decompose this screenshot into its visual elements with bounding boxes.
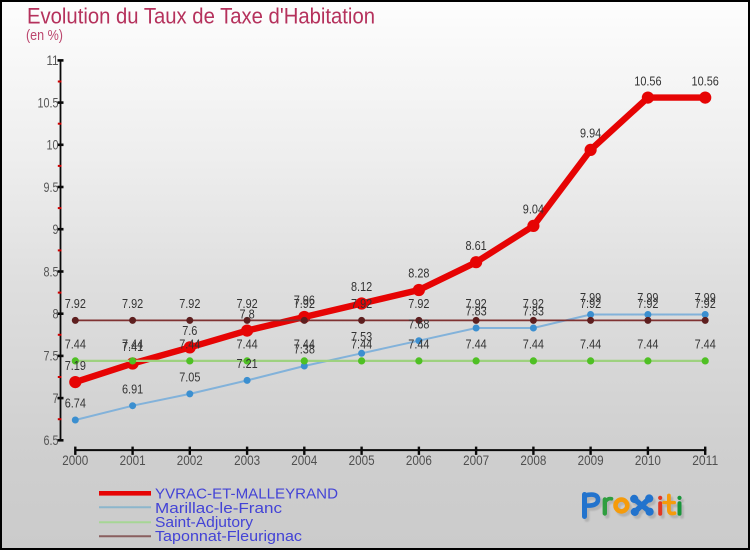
svg-text:2001: 2001 [120, 452, 146, 468]
svg-text:7.44: 7.44 [408, 337, 429, 352]
svg-text:8.12: 8.12 [351, 279, 372, 294]
svg-text:7.44: 7.44 [122, 337, 143, 352]
svg-text:2000: 2000 [62, 452, 88, 468]
svg-text:7.44: 7.44 [637, 337, 658, 352]
svg-text:7.6: 7.6 [182, 323, 197, 338]
svg-text:2005: 2005 [349, 452, 375, 468]
svg-text:9.5: 9.5 [44, 180, 59, 195]
svg-text:7.44: 7.44 [237, 337, 258, 352]
svg-text:10.56: 10.56 [634, 73, 661, 88]
svg-text:7: 7 [53, 391, 59, 406]
svg-text:7.41: 7.41 [122, 339, 143, 354]
svg-text:7.8: 7.8 [240, 306, 255, 321]
svg-text:7.44: 7.44 [695, 337, 716, 352]
svg-text:2011: 2011 [692, 452, 718, 468]
svg-text:6.5: 6.5 [44, 433, 59, 448]
svg-text:6.91: 6.91 [122, 381, 143, 396]
svg-text:8.61: 8.61 [466, 238, 487, 253]
svg-text:2002: 2002 [177, 452, 203, 468]
svg-text:7.92: 7.92 [294, 296, 315, 311]
svg-text:7.44: 7.44 [580, 337, 601, 352]
svg-text:7.44: 7.44 [523, 337, 544, 352]
svg-text:2006: 2006 [406, 452, 432, 468]
svg-text:7.44: 7.44 [294, 337, 315, 352]
svg-text:7.96: 7.96 [294, 293, 315, 308]
svg-text:9.94: 9.94 [580, 126, 601, 141]
svg-text:2004: 2004 [291, 452, 317, 468]
svg-text:Marillac-le-Franc: Marillac-le-Franc [155, 500, 283, 517]
svg-text:7.92: 7.92 [466, 296, 487, 311]
svg-text:7.38: 7.38 [294, 342, 315, 357]
svg-text:2009: 2009 [578, 452, 604, 468]
svg-text:7.92: 7.92 [637, 296, 658, 311]
svg-text:7.92: 7.92 [580, 296, 601, 311]
svg-text:8.28: 8.28 [408, 266, 429, 281]
svg-text:7.53: 7.53 [351, 329, 372, 344]
svg-text:7.05: 7.05 [179, 370, 200, 385]
svg-text:7.92: 7.92 [695, 296, 716, 311]
svg-text:9.04: 9.04 [523, 202, 544, 217]
svg-text:8: 8 [53, 307, 59, 322]
svg-text:7.68: 7.68 [408, 316, 429, 331]
svg-text:7.99: 7.99 [695, 290, 716, 305]
svg-text:7.92: 7.92 [237, 296, 258, 311]
svg-text:11: 11 [47, 53, 59, 68]
svg-text:7.92: 7.92 [179, 296, 200, 311]
svg-text:7.99: 7.99 [580, 290, 601, 305]
svg-text:(en %): (en %) [26, 28, 63, 44]
svg-text:7.44: 7.44 [179, 337, 200, 352]
svg-text:Taponnat-Fleurignac: Taponnat-Fleurignac [155, 528, 303, 545]
svg-text:7.5: 7.5 [44, 349, 59, 364]
svg-text:7.92: 7.92 [351, 296, 372, 311]
svg-text:7.83: 7.83 [523, 304, 544, 319]
svg-text:7.44: 7.44 [65, 337, 86, 352]
svg-text:7.92: 7.92 [65, 296, 86, 311]
svg-text:10.5: 10.5 [38, 95, 59, 110]
svg-text:YVRAC-ET-MALLEYRAND: YVRAC-ET-MALLEYRAND [155, 486, 338, 503]
svg-text:Evolution du Taux de Taxe d'Ha: Evolution du Taux de Taxe d'Habitation [27, 4, 375, 29]
svg-text:7.92: 7.92 [523, 296, 544, 311]
svg-text:2003: 2003 [234, 452, 260, 468]
svg-text:7.21: 7.21 [237, 356, 258, 371]
svg-text:8.5: 8.5 [44, 264, 59, 279]
svg-text:7.83: 7.83 [466, 304, 487, 319]
svg-text:2007: 2007 [463, 452, 489, 468]
svg-text:2008: 2008 [520, 452, 546, 468]
svg-text:6.74: 6.74 [65, 396, 86, 411]
svg-text:7.92: 7.92 [122, 296, 143, 311]
svg-text:7.44: 7.44 [351, 337, 372, 352]
svg-text:7.92: 7.92 [408, 296, 429, 311]
svg-text:9: 9 [53, 222, 59, 237]
svg-text:2010: 2010 [635, 452, 661, 468]
svg-text:10.56: 10.56 [692, 73, 719, 88]
svg-text:7.19: 7.19 [65, 358, 86, 373]
svg-text:7.44: 7.44 [466, 337, 487, 352]
svg-text:10: 10 [47, 138, 59, 153]
svg-text:7.99: 7.99 [637, 290, 658, 305]
svg-text:Saint-Adjutory: Saint-Adjutory [155, 514, 254, 531]
